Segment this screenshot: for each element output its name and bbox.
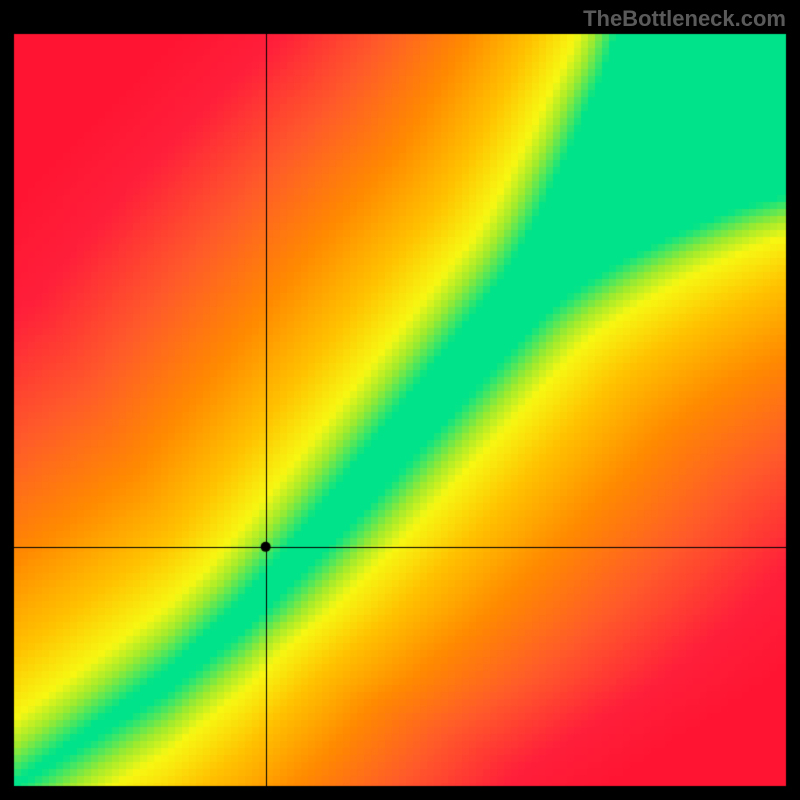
bottleneck-heatmap xyxy=(0,0,800,800)
chart-container: TheBottleneck.com xyxy=(0,0,800,800)
watermark-text: TheBottleneck.com xyxy=(583,6,786,32)
